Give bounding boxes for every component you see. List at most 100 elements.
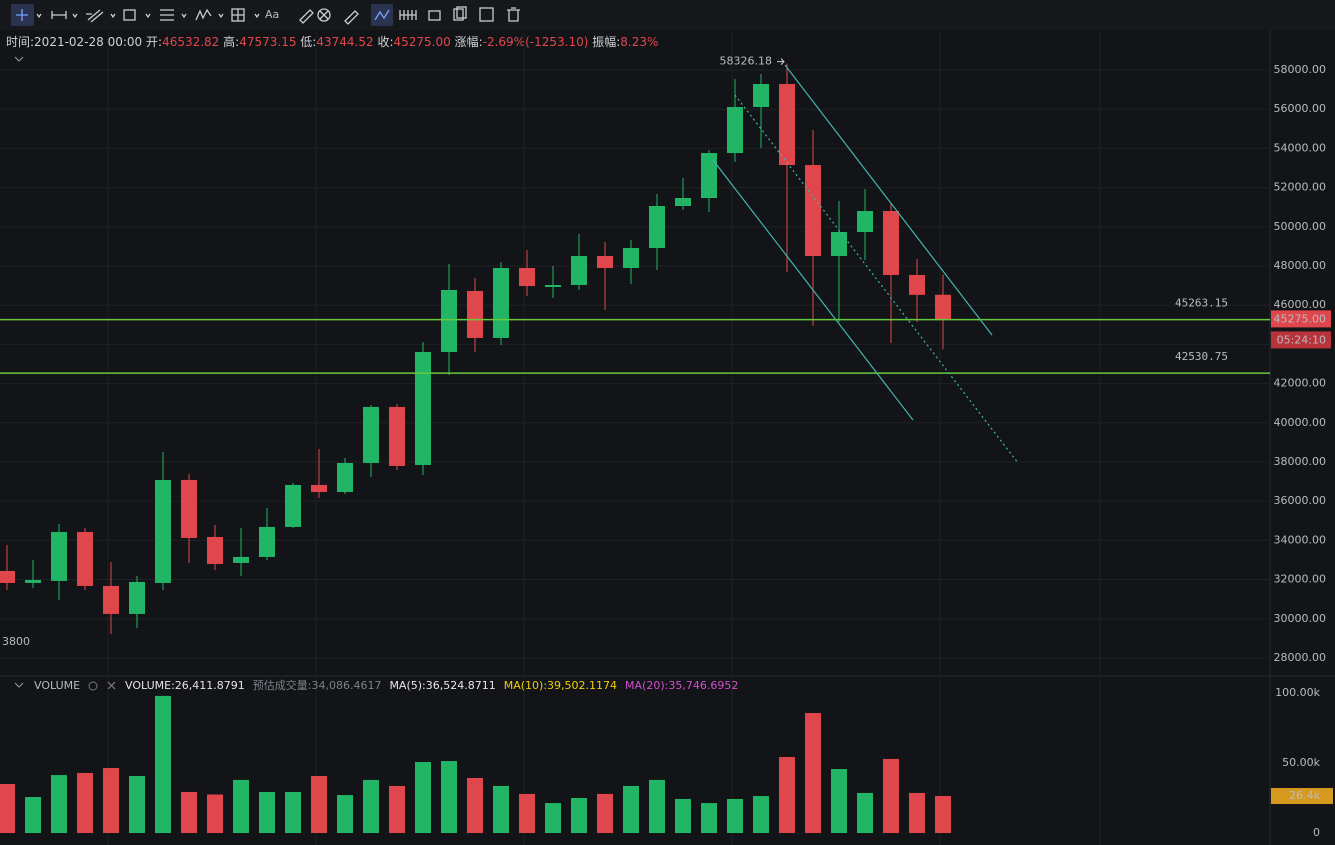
- y-tick-label: 54000.00: [1274, 141, 1327, 154]
- candle-body: [805, 165, 821, 257]
- candle-body: [259, 526, 275, 557]
- collapse-icon[interactable]: [14, 56, 24, 62]
- y-tick-label: 100.00k: [1275, 686, 1320, 699]
- current-volume: VOLUME:26,411.8791: [125, 679, 245, 692]
- ma-legend: MA(20):35,746.6952: [625, 679, 738, 692]
- trend-tool[interactable]: [86, 9, 104, 23]
- y-tick-label: 32000.00: [1274, 573, 1327, 586]
- hline-tool[interactable]: [51, 11, 67, 19]
- y-tick-label: 38000.00: [1274, 455, 1327, 468]
- crosshair-icon: [16, 9, 28, 21]
- candle-body: [883, 211, 899, 275]
- volume-bar: [883, 758, 899, 833]
- candle-body: [389, 406, 405, 466]
- candle-body: [779, 84, 795, 166]
- magnet-tool[interactable]: [319, 10, 329, 20]
- y-tick-label: 28000.00: [1274, 651, 1327, 664]
- candle-body: [545, 284, 561, 287]
- settings-icon[interactable]: [88, 681, 98, 691]
- volume-bar: [649, 779, 665, 833]
- candle-body: [51, 531, 67, 581]
- y-tick-label: 42000.00: [1274, 377, 1327, 390]
- candle-body: [623, 248, 639, 268]
- volume-bar: [441, 761, 457, 833]
- pattern-tool[interactable]: [195, 8, 212, 21]
- candle-body: [727, 107, 743, 154]
- pane-title: VOLUME: [34, 679, 80, 692]
- candle-body: [207, 536, 223, 564]
- volume-bar: [285, 791, 301, 833]
- volume-bar: [103, 768, 119, 833]
- candle-body: [649, 206, 665, 249]
- candle-body: [363, 406, 379, 463]
- volume-bar: [493, 785, 509, 833]
- draw-mode-icon: [374, 9, 390, 21]
- candle-body: [675, 198, 691, 207]
- y-tick-label: 34000.00: [1274, 533, 1327, 546]
- fib-tool[interactable]: [160, 9, 174, 21]
- y-tick-label: 56000.00: [1274, 102, 1327, 115]
- label: 收:: [377, 35, 393, 49]
- volume-bar: [805, 713, 821, 833]
- template-tool[interactable]: [479, 7, 494, 22]
- copy-tool[interactable]: [453, 8, 464, 21]
- volume-bar: [753, 796, 769, 833]
- estimated-volume: 预估成交量:34,086.4617: [253, 678, 382, 692]
- countdown: 05:24:10: [1277, 333, 1326, 346]
- candle-body: [909, 274, 925, 295]
- collapse-icon[interactable]: [14, 682, 24, 688]
- last-price-label: 45275.00: [1274, 312, 1327, 325]
- time: 2021-02-28 00:00: [34, 35, 142, 49]
- volume-bar: [363, 779, 379, 833]
- close-icon[interactable]: [107, 681, 116, 690]
- visibility-tool[interactable]: [399, 10, 417, 20]
- value: -2.69%(-1253.10): [483, 35, 589, 49]
- candle-body: [181, 479, 197, 538]
- y-tick-label: 48000.00: [1274, 259, 1327, 272]
- y-tick-label: 46000.00: [1274, 298, 1327, 311]
- last-volume-label: 26.4k: [1289, 789, 1320, 802]
- value: 8.23%: [620, 35, 658, 49]
- candle-body: [441, 289, 457, 352]
- text-tool[interactable]: Aa: [265, 8, 279, 21]
- dropdown-arrows: [36, 13, 260, 19]
- ruler-tool[interactable]: [344, 10, 359, 25]
- shape-tool[interactable]: [123, 9, 136, 21]
- channel-drawing: [712, 64, 1019, 464]
- volume-bar: [545, 803, 561, 833]
- candle-body: [935, 294, 951, 320]
- volume-bar: [25, 797, 41, 833]
- label: 开:: [146, 35, 162, 49]
- eraser-tool[interactable]: [299, 9, 314, 24]
- volume-bar: [233, 779, 249, 833]
- candle-body: [103, 585, 119, 614]
- y-tick-label: 50000.00: [1274, 220, 1327, 233]
- candle-body: [597, 256, 613, 268]
- candle-body: [311, 484, 327, 492]
- channel-line: [712, 159, 914, 421]
- delete-tool[interactable]: [507, 7, 520, 22]
- volume-bar: [389, 785, 405, 833]
- candle-body: [857, 211, 873, 232]
- y-tick-label: 0: [1313, 826, 1320, 839]
- label: 涨幅:: [455, 34, 483, 49]
- volume-bar: [129, 776, 145, 833]
- horizontal-line-label: 42530.75: [1175, 350, 1228, 363]
- lock-tool[interactable]: [428, 10, 441, 21]
- candle-body: [77, 531, 93, 586]
- toolbar: [0, 0, 1335, 30]
- volume-bar: [259, 791, 275, 833]
- label: 高:: [223, 34, 239, 49]
- volume-bar: [337, 795, 353, 833]
- last-volume-tag: [1271, 788, 1333, 805]
- volume-bar: [181, 791, 197, 833]
- volume-bar: [675, 798, 691, 833]
- volume-bar: [415, 762, 431, 833]
- volume-bar: [727, 798, 743, 833]
- volume-header: [14, 681, 116, 691]
- candle-body: [25, 579, 41, 583]
- volume-bar: [51, 775, 67, 833]
- volume-legend: VOLUME:26,411.8791 预估成交量:34,086.4617 MA(5)…: [125, 678, 738, 692]
- volume-bar: [779, 756, 795, 833]
